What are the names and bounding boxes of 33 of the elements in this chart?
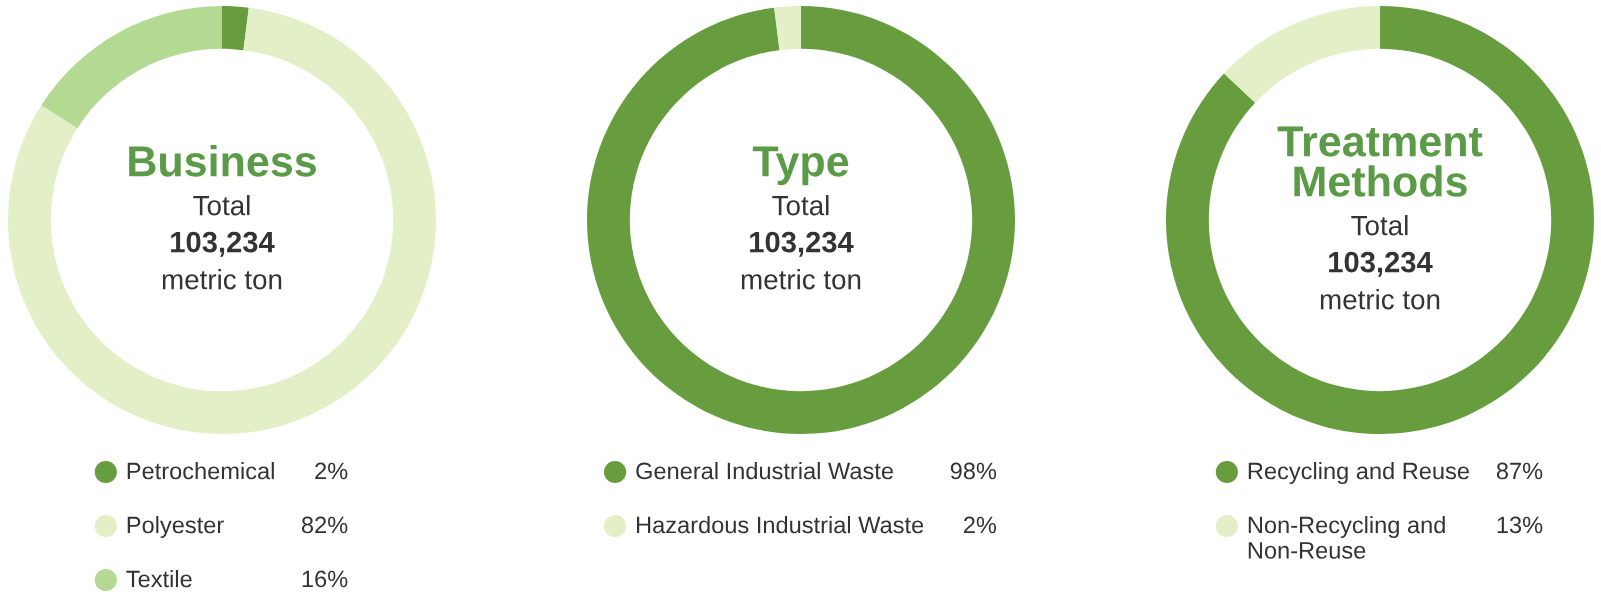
legend-label: General Industrial Waste	[636, 462, 893, 480]
data-label: 16%	[302, 570, 348, 588]
donut-slice	[1166, 6, 1594, 434]
data-label: 82%	[301, 516, 348, 534]
data-label: 98%	[950, 462, 997, 480]
donut-slice	[222, 6, 249, 51]
donut-slice	[587, 6, 1015, 434]
legend-label: Petrochemical	[127, 462, 274, 480]
legend-label: Hazardous Industrial Waste	[637, 516, 924, 534]
legend-label: Textile	[126, 570, 192, 588]
text: Type	[752, 146, 849, 186]
donut-slice	[1224, 6, 1380, 103]
text: Total	[193, 195, 250, 216]
text: 103,234	[171, 231, 275, 257]
text: Business	[129, 145, 316, 177]
text: Total	[772, 195, 829, 216]
data-label: 2%	[315, 462, 348, 480]
donut-slice	[41, 6, 222, 129]
legend-label: Recycling and Reuse	[1248, 462, 1469, 485]
text: metric ton	[162, 269, 282, 290]
donut-slice	[8, 7, 436, 434]
data-label: 13%	[1497, 516, 1543, 534]
text: 103,234	[750, 231, 854, 257]
text: metric ton	[1320, 289, 1440, 310]
legend-label: Non-Recycling and Non-Reuse	[1248, 516, 1445, 559]
text: 103,234	[1329, 251, 1433, 277]
text: metric ton	[741, 269, 861, 290]
text: Treatment Methods	[1277, 126, 1483, 197]
donut-slice	[774, 6, 801, 51]
text: Total	[1351, 215, 1408, 236]
legend-label: Polyester	[127, 516, 224, 539]
data-label: 2%	[964, 516, 997, 534]
data-label: 87%	[1496, 462, 1543, 480]
